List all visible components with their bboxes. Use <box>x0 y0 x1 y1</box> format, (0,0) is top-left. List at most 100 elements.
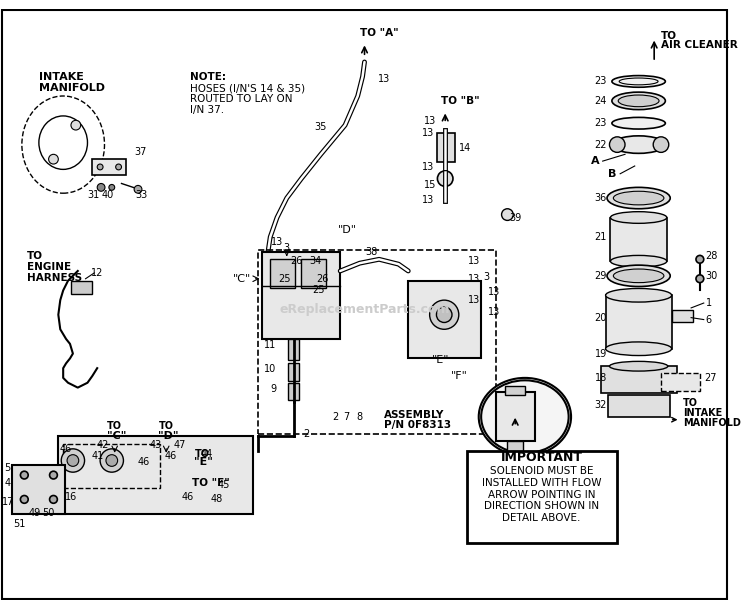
Text: 13: 13 <box>422 195 434 205</box>
Text: NOTE:: NOTE: <box>190 72 226 82</box>
Circle shape <box>98 183 105 191</box>
Bar <box>288 382 299 400</box>
Ellipse shape <box>610 255 667 267</box>
Text: 3: 3 <box>284 242 290 253</box>
Text: ARROW POINTING IN: ARROW POINTING IN <box>488 490 596 499</box>
Circle shape <box>610 137 625 152</box>
Bar <box>71 281 92 294</box>
Text: 3: 3 <box>483 272 489 282</box>
Circle shape <box>106 455 118 466</box>
Text: ENGINE: ENGINE <box>27 262 71 272</box>
Circle shape <box>50 496 57 503</box>
Text: SOLENOID MUST BE: SOLENOID MUST BE <box>490 466 593 476</box>
Text: 13: 13 <box>488 307 500 317</box>
Text: INTAKE: INTAKE <box>39 72 84 82</box>
Bar <box>63 444 160 488</box>
Text: A: A <box>590 156 599 166</box>
Text: TO: TO <box>158 421 173 432</box>
Text: 25: 25 <box>278 273 291 284</box>
Text: "E": "E" <box>431 356 449 365</box>
Text: "E": "E" <box>194 457 213 468</box>
Circle shape <box>134 185 142 193</box>
Circle shape <box>50 471 57 479</box>
Bar <box>408 281 482 359</box>
Text: 26: 26 <box>316 273 329 284</box>
Text: IMPORTANT: IMPORTANT <box>500 451 583 464</box>
Text: 11: 11 <box>264 340 276 350</box>
Text: DETAIL ABOVE.: DETAIL ABOVE. <box>503 513 580 523</box>
Text: 29: 29 <box>595 271 607 281</box>
Circle shape <box>49 154 58 164</box>
Text: INSTALLED WITH FLOW: INSTALLED WITH FLOW <box>482 478 602 488</box>
Bar <box>437 133 455 162</box>
Bar <box>58 436 253 514</box>
Circle shape <box>696 275 703 283</box>
Bar <box>601 366 676 393</box>
Bar <box>506 385 525 395</box>
Text: 9: 9 <box>270 384 276 393</box>
Text: 13: 13 <box>468 256 481 266</box>
Text: 21: 21 <box>595 232 607 242</box>
Text: 18: 18 <box>595 373 607 383</box>
Text: 17: 17 <box>2 498 14 507</box>
Text: 19: 19 <box>595 348 607 359</box>
Ellipse shape <box>478 378 571 456</box>
Ellipse shape <box>618 95 659 107</box>
Bar <box>605 295 672 349</box>
Circle shape <box>696 255 703 263</box>
Text: 46: 46 <box>182 493 194 502</box>
Bar <box>508 441 523 456</box>
Text: 41: 41 <box>91 451 104 460</box>
Circle shape <box>430 300 459 329</box>
Ellipse shape <box>612 92 665 110</box>
Text: 13: 13 <box>378 74 390 83</box>
Ellipse shape <box>605 342 672 356</box>
Text: 40: 40 <box>102 190 114 200</box>
Text: HARNESS: HARNESS <box>27 273 82 283</box>
Text: 42: 42 <box>97 440 109 450</box>
Circle shape <box>116 164 122 170</box>
Ellipse shape <box>607 265 670 286</box>
Text: 7: 7 <box>343 412 350 422</box>
Bar <box>661 373 700 390</box>
Text: ROUTED TO LAY ON: ROUTED TO LAY ON <box>190 94 292 104</box>
Ellipse shape <box>610 212 667 224</box>
Text: 44: 44 <box>201 449 213 459</box>
Text: 13: 13 <box>422 128 434 138</box>
Text: 23: 23 <box>595 118 607 128</box>
Text: TO: TO <box>107 421 122 432</box>
Text: 43: 43 <box>149 440 162 450</box>
Text: 13: 13 <box>468 273 481 284</box>
Text: 8: 8 <box>356 412 363 422</box>
Circle shape <box>62 449 85 472</box>
Text: INTAKE: INTAKE <box>683 408 722 418</box>
Ellipse shape <box>607 188 670 209</box>
Bar <box>262 252 340 339</box>
Text: 34: 34 <box>310 256 322 266</box>
Ellipse shape <box>612 136 665 153</box>
Text: 25: 25 <box>313 286 325 295</box>
Text: 22: 22 <box>595 139 607 150</box>
Text: 14: 14 <box>459 143 471 152</box>
Text: "C": "C" <box>107 431 126 441</box>
Bar <box>288 339 299 361</box>
Text: TO: TO <box>27 252 44 261</box>
Text: 45: 45 <box>217 480 229 490</box>
Text: TO: TO <box>194 449 209 459</box>
Text: 46: 46 <box>138 457 150 468</box>
Ellipse shape <box>614 191 664 205</box>
Circle shape <box>502 209 513 220</box>
Circle shape <box>436 307 452 323</box>
Bar <box>12 465 65 514</box>
Text: ASSEMBLY: ASSEMBLY <box>384 410 444 420</box>
Text: 13: 13 <box>422 162 434 172</box>
Circle shape <box>437 171 453 186</box>
Ellipse shape <box>612 76 665 87</box>
Circle shape <box>20 471 28 479</box>
Text: 15: 15 <box>424 180 436 191</box>
Bar <box>92 159 126 175</box>
Text: P/N 0F8313: P/N 0F8313 <box>384 420 451 429</box>
Text: 32: 32 <box>595 400 607 410</box>
Text: TO "F": TO "F" <box>193 478 230 488</box>
Text: 1: 1 <box>706 298 712 308</box>
